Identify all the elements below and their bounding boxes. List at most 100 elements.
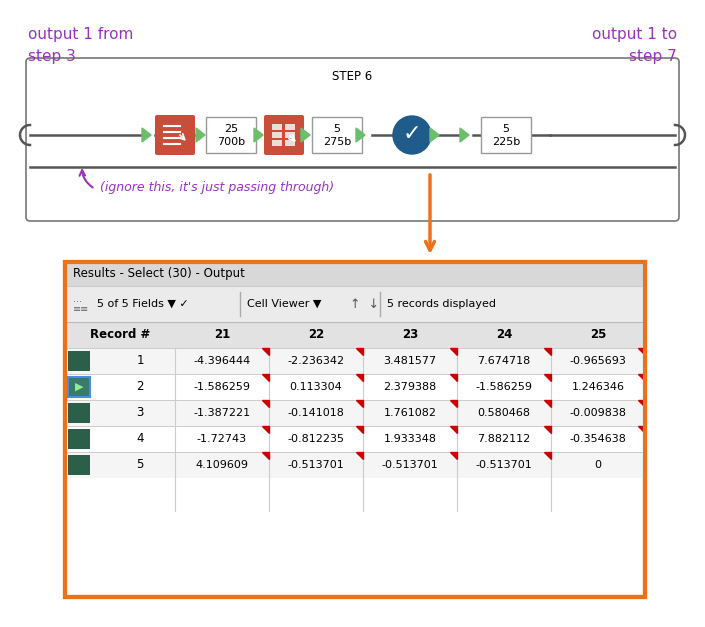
Text: 4: 4 <box>136 433 144 446</box>
Circle shape <box>393 116 431 154</box>
Text: 1: 1 <box>136 354 144 367</box>
Text: 1.246346: 1.246346 <box>572 382 625 392</box>
FancyBboxPatch shape <box>65 322 645 348</box>
Polygon shape <box>254 128 263 142</box>
Text: -1.586259: -1.586259 <box>475 382 532 392</box>
Polygon shape <box>142 128 151 142</box>
Polygon shape <box>450 348 457 355</box>
Text: STEP 6: STEP 6 <box>332 70 373 83</box>
Text: -0.513701: -0.513701 <box>381 460 439 470</box>
FancyBboxPatch shape <box>65 426 645 452</box>
Text: 3.481577: 3.481577 <box>384 356 436 366</box>
Text: -0.965693: -0.965693 <box>570 356 627 366</box>
Polygon shape <box>450 426 457 433</box>
FancyBboxPatch shape <box>272 124 282 130</box>
Text: 7.882112: 7.882112 <box>477 434 531 444</box>
Polygon shape <box>430 128 439 142</box>
FancyBboxPatch shape <box>272 140 282 146</box>
FancyBboxPatch shape <box>206 117 256 153</box>
FancyBboxPatch shape <box>285 132 295 138</box>
FancyBboxPatch shape <box>285 140 295 146</box>
Text: 275b: 275b <box>323 137 351 147</box>
FancyBboxPatch shape <box>65 374 645 400</box>
Polygon shape <box>356 400 363 407</box>
Polygon shape <box>262 400 269 407</box>
Polygon shape <box>638 374 645 381</box>
FancyBboxPatch shape <box>68 351 90 371</box>
FancyBboxPatch shape <box>65 452 645 478</box>
Text: -1.72743: -1.72743 <box>197 434 247 444</box>
FancyBboxPatch shape <box>68 429 90 449</box>
Text: 23: 23 <box>402 329 418 342</box>
Text: 21: 21 <box>214 329 230 342</box>
Text: 0.113304: 0.113304 <box>290 382 343 392</box>
Text: (ignore this, it's just passing through): (ignore this, it's just passing through) <box>100 181 334 194</box>
Polygon shape <box>544 400 551 407</box>
Polygon shape <box>262 452 269 459</box>
Polygon shape <box>638 348 645 355</box>
FancyBboxPatch shape <box>264 115 304 155</box>
FancyBboxPatch shape <box>481 117 531 153</box>
FancyBboxPatch shape <box>68 403 90 423</box>
Text: 22: 22 <box>308 329 324 342</box>
Polygon shape <box>301 128 310 142</box>
FancyBboxPatch shape <box>26 58 679 221</box>
Text: ✓: ✓ <box>403 124 422 144</box>
Polygon shape <box>450 452 457 459</box>
Text: 2.379388: 2.379388 <box>384 382 436 392</box>
Polygon shape <box>450 400 457 407</box>
Polygon shape <box>638 400 645 407</box>
Polygon shape <box>356 426 363 433</box>
Text: 5 records displayed: 5 records displayed <box>387 299 496 309</box>
Text: output 1 to
step 7: output 1 to step 7 <box>592 27 677 64</box>
Polygon shape <box>262 374 269 381</box>
Polygon shape <box>356 374 363 381</box>
Text: Cell Viewer ▼: Cell Viewer ▼ <box>247 299 321 309</box>
Text: 5: 5 <box>503 124 510 134</box>
Polygon shape <box>262 348 269 355</box>
Text: 1.761082: 1.761082 <box>384 408 436 418</box>
Text: -1.387221: -1.387221 <box>193 408 250 418</box>
Text: -0.141018: -0.141018 <box>288 408 345 418</box>
Polygon shape <box>460 128 469 142</box>
Text: 7.674718: 7.674718 <box>477 356 531 366</box>
Text: 5: 5 <box>136 458 144 472</box>
FancyBboxPatch shape <box>65 400 645 426</box>
Text: 1.933348: 1.933348 <box>384 434 436 444</box>
Polygon shape <box>544 426 551 433</box>
FancyBboxPatch shape <box>285 124 295 130</box>
Text: output 1 from
step 3: output 1 from step 3 <box>28 27 133 64</box>
FancyBboxPatch shape <box>65 262 645 286</box>
Text: 4.109609: 4.109609 <box>195 460 248 470</box>
Text: -0.009838: -0.009838 <box>570 408 627 418</box>
Text: 700b: 700b <box>217 137 245 147</box>
Polygon shape <box>544 374 551 381</box>
Text: -2.236342: -2.236342 <box>288 356 345 366</box>
Polygon shape <box>262 426 269 433</box>
Text: ▶: ▶ <box>75 382 83 392</box>
Polygon shape <box>196 128 205 142</box>
Text: -0.513701: -0.513701 <box>476 460 532 470</box>
Text: ↑  ↓: ↑ ↓ <box>350 297 379 310</box>
Text: 0: 0 <box>594 460 601 470</box>
Text: 225b: 225b <box>492 137 520 147</box>
Polygon shape <box>544 348 551 355</box>
FancyBboxPatch shape <box>68 377 90 397</box>
Text: 2: 2 <box>136 381 144 394</box>
FancyBboxPatch shape <box>68 455 90 475</box>
Text: 3: 3 <box>136 406 144 419</box>
Text: -0.812235: -0.812235 <box>288 434 345 444</box>
Polygon shape <box>544 452 551 459</box>
FancyBboxPatch shape <box>65 262 645 597</box>
Polygon shape <box>356 348 363 355</box>
FancyBboxPatch shape <box>65 348 645 374</box>
Text: 0.580468: 0.580468 <box>477 408 530 418</box>
Text: 25: 25 <box>224 124 238 134</box>
Polygon shape <box>356 128 365 142</box>
Text: -0.354638: -0.354638 <box>570 434 627 444</box>
Polygon shape <box>450 374 457 381</box>
Text: -4.396444: -4.396444 <box>193 356 250 366</box>
FancyBboxPatch shape <box>272 132 282 138</box>
FancyBboxPatch shape <box>155 115 195 155</box>
Text: 24: 24 <box>496 329 513 342</box>
